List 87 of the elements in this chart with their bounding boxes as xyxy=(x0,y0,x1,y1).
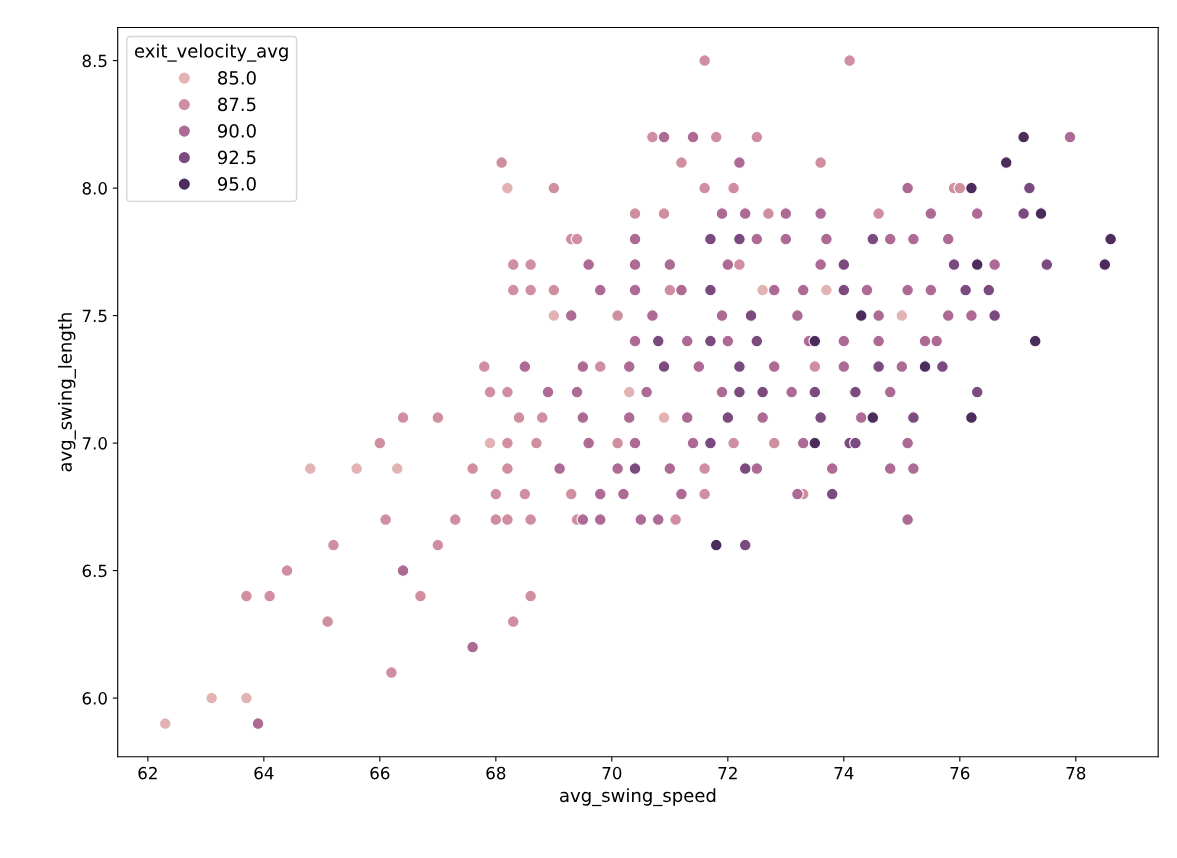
x-axis-title: avg_swing_speed xyxy=(560,788,716,807)
point xyxy=(657,411,671,424)
y-tick-label: 8.0 xyxy=(82,182,107,195)
point xyxy=(721,411,735,424)
point xyxy=(982,283,996,297)
point xyxy=(820,283,833,297)
y-tick-label: 6.0 xyxy=(82,692,107,705)
legend-title: exit_velocity_avg xyxy=(134,43,288,62)
point xyxy=(704,436,717,450)
point xyxy=(866,232,880,246)
point xyxy=(738,538,752,552)
legend-label: 92.5 xyxy=(217,150,256,165)
point xyxy=(854,309,868,322)
point xyxy=(744,309,758,322)
point xyxy=(738,462,752,475)
point xyxy=(907,411,920,424)
point xyxy=(825,487,839,501)
point xyxy=(965,181,978,195)
point xyxy=(501,181,514,195)
point xyxy=(750,334,764,348)
point xyxy=(918,360,932,373)
point xyxy=(988,309,1001,322)
point xyxy=(651,334,665,348)
point xyxy=(756,283,769,297)
y-tick-label: 8.5 xyxy=(82,54,107,68)
point xyxy=(808,334,822,348)
x-tick-label: 62 xyxy=(138,766,157,780)
point xyxy=(837,258,851,271)
point xyxy=(999,156,1013,169)
point xyxy=(704,283,717,297)
point xyxy=(733,385,746,399)
point xyxy=(733,232,746,246)
y-tick-label: 7.5 xyxy=(82,309,107,323)
point xyxy=(350,462,364,475)
point xyxy=(622,385,636,399)
point xyxy=(849,385,862,399)
point xyxy=(1040,258,1054,271)
point xyxy=(814,411,827,424)
point xyxy=(970,385,984,399)
point xyxy=(733,360,746,373)
legend-label: 85.0 xyxy=(218,71,256,85)
x-tick-label: 74 xyxy=(834,766,854,780)
point xyxy=(936,360,949,373)
legend-label: 90.0 xyxy=(217,124,256,138)
point xyxy=(1023,181,1036,195)
point xyxy=(303,462,317,475)
point xyxy=(837,283,851,297)
point xyxy=(1017,130,1030,144)
point xyxy=(704,334,717,348)
point xyxy=(1098,258,1112,271)
point xyxy=(390,462,404,475)
x-tick-label: 68 xyxy=(486,766,506,780)
point xyxy=(547,309,561,322)
y-tick-label: 6.5 xyxy=(82,564,107,578)
x-tick-label: 72 xyxy=(718,766,737,780)
point xyxy=(866,411,880,424)
x-tick-label: 78 xyxy=(1066,766,1086,780)
point xyxy=(756,385,769,399)
point xyxy=(158,717,172,730)
point xyxy=(895,309,909,322)
point xyxy=(1017,207,1030,220)
point xyxy=(483,436,497,450)
point xyxy=(970,258,984,271)
point xyxy=(849,436,862,450)
point xyxy=(1028,334,1042,348)
legend-label: 87.5 xyxy=(218,97,256,112)
point xyxy=(947,258,961,271)
point xyxy=(205,691,219,705)
x-tick-label: 64 xyxy=(254,766,274,780)
point xyxy=(959,283,972,297)
point xyxy=(657,360,671,373)
point xyxy=(808,436,822,450)
legend-label: 95.0 xyxy=(217,177,256,191)
point xyxy=(704,232,717,246)
x-tick-label: 70 xyxy=(602,766,622,780)
y-tick-label: 7.0 xyxy=(82,437,107,450)
point xyxy=(1104,232,1117,246)
point xyxy=(808,385,822,399)
y-axis-title: avg_swing_length xyxy=(57,313,76,472)
point xyxy=(240,691,253,705)
point xyxy=(709,538,723,552)
x-tick-label: 76 xyxy=(950,766,970,780)
point xyxy=(965,411,978,424)
point xyxy=(1034,207,1048,220)
x-tick-label: 66 xyxy=(370,766,390,780)
point xyxy=(872,360,885,373)
point xyxy=(628,462,642,475)
